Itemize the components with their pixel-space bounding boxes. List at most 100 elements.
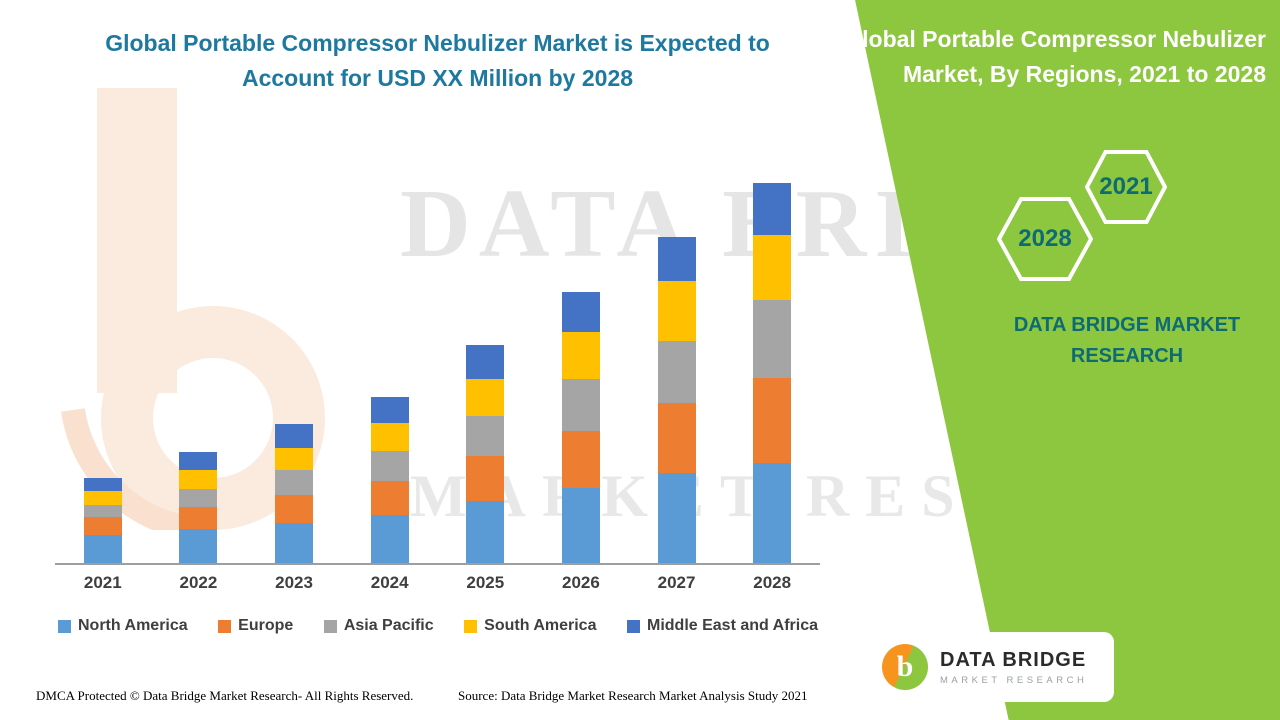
bar-column-2024 bbox=[342, 183, 438, 563]
bar-segment-middle-east-and-africa-2024 bbox=[370, 397, 409, 423]
bar-segment-asia-pacific-2025 bbox=[466, 416, 505, 456]
bar-segment-south-america-2024 bbox=[370, 423, 409, 451]
legend-item-asia-pacific: Asia Pacific bbox=[323, 617, 434, 635]
bar-segment-south-america-2023 bbox=[275, 448, 314, 470]
logo-brand-name: DATA BRIDGE bbox=[940, 648, 1087, 671]
bar-segment-europe-2024 bbox=[370, 481, 409, 515]
bar-column-2026 bbox=[533, 183, 629, 563]
bar-segment-north-america-2024 bbox=[370, 515, 409, 563]
legend-swatch-icon bbox=[464, 619, 478, 633]
bar-column-2023 bbox=[246, 183, 342, 563]
x-axis-label-2024: 2024 bbox=[370, 573, 409, 592]
legend: North America Europe Asia Pacific South Ame… bbox=[58, 617, 818, 635]
bar-stack-2026 bbox=[561, 292, 600, 563]
bar-segment-north-america-2023 bbox=[275, 523, 314, 563]
bar-segment-middle-east-and-africa-2026 bbox=[561, 292, 600, 332]
plot-area bbox=[55, 183, 820, 565]
bar-stack-2021 bbox=[83, 478, 122, 563]
bar-segment-north-america-2027 bbox=[657, 473, 696, 563]
bar-stack-2028 bbox=[753, 183, 792, 563]
x-axis-label-2027: 2027 bbox=[657, 573, 696, 592]
logo-text-block: DATA BRIDGE MARKET RESEARCH bbox=[940, 649, 1087, 686]
bar-segment-asia-pacific-2027 bbox=[657, 341, 696, 403]
bar-segment-europe-2028 bbox=[753, 378, 792, 463]
logo-card: b DATA BRIDGE MARKET RESEARCH bbox=[868, 632, 1114, 702]
bar-column-2021 bbox=[55, 183, 151, 563]
data-bridge-logo-icon: b bbox=[882, 644, 928, 690]
bar-stack-2025 bbox=[466, 345, 505, 563]
x-axis-label-2021: 2021 bbox=[83, 573, 122, 592]
hexagon-2028-label: 2028 bbox=[1018, 225, 1072, 252]
legend-label: Middle East and Africa bbox=[647, 617, 818, 634]
x-axis-label-2025: 2025 bbox=[466, 573, 505, 592]
bar-segment-europe-2022 bbox=[179, 507, 218, 529]
bar-column-2027 bbox=[629, 183, 725, 563]
bar-segment-north-america-2022 bbox=[179, 529, 218, 563]
bar-stack-2024 bbox=[370, 397, 409, 563]
side-panel-title: Global Portable Compressor Nebulizer Mar… bbox=[844, 26, 1266, 87]
bar-segment-asia-pacific-2026 bbox=[561, 379, 600, 431]
bar-stack-2023 bbox=[275, 424, 314, 563]
bar-segment-middle-east-and-africa-2028 bbox=[753, 183, 792, 235]
legend-item-middle-east-and-africa: Middle East and Africa bbox=[627, 617, 818, 635]
bar-column-2028 bbox=[724, 183, 820, 563]
bar-segment-north-america-2021 bbox=[83, 535, 122, 563]
bar-segment-asia-pacific-2022 bbox=[179, 489, 218, 507]
source-note: Source: Data Bridge Market Research Mark… bbox=[458, 688, 808, 703]
legend-item-south-america: South America bbox=[464, 617, 596, 635]
x-axis-label-2023: 2023 bbox=[275, 573, 313, 592]
legend-label: South America bbox=[484, 617, 597, 634]
bar-segment-south-america-2027 bbox=[657, 281, 696, 341]
bar-segment-asia-pacific-2028 bbox=[753, 300, 792, 378]
bar-segment-middle-east-and-africa-2021 bbox=[83, 478, 122, 491]
legend-label: Europe bbox=[238, 617, 294, 634]
bar-segment-north-america-2028 bbox=[753, 463, 792, 563]
bar-segment-europe-2021 bbox=[83, 517, 122, 535]
bar-segment-asia-pacific-2024 bbox=[370, 451, 409, 481]
bar-segment-north-america-2026 bbox=[561, 488, 600, 563]
bar-segment-south-america-2026 bbox=[561, 332, 600, 379]
brand-text: DATA BRIDGE MARKET RESEARCH bbox=[1013, 314, 1241, 367]
bar-segment-north-america-2025 bbox=[466, 501, 505, 563]
chart-title-line2: Account for USD XX Million by 2028 bbox=[241, 64, 634, 91]
legend-swatch-icon bbox=[58, 619, 71, 633]
legend-label: North America bbox=[78, 617, 188, 634]
bar-segment-asia-pacific-2023 bbox=[275, 470, 314, 495]
hexagon-2021: 2021 bbox=[1085, 150, 1167, 224]
dmca-notice: DMCA Protected © Data Bridge Market Rese… bbox=[36, 688, 414, 703]
bar-column-2025 bbox=[438, 183, 534, 563]
hexagon-2028: 2028 bbox=[997, 197, 1093, 281]
bar-segment-middle-east-and-africa-2025 bbox=[466, 345, 505, 379]
bar-segment-south-america-2021 bbox=[83, 491, 122, 505]
legend-swatch-icon bbox=[627, 619, 640, 633]
bar-column-2022 bbox=[151, 183, 247, 563]
bar-segment-europe-2026 bbox=[561, 431, 600, 488]
bar-segment-europe-2025 bbox=[466, 456, 505, 501]
bar-segment-asia-pacific-2021 bbox=[83, 505, 122, 517]
logo-sub-text: MARKET RESEARCH bbox=[940, 674, 1088, 686]
legend-item-europe: Europe bbox=[218, 617, 293, 635]
legend-item-north-america: North America bbox=[58, 617, 188, 635]
x-axis-labels: 2021 2022 2023 2024 2025 2026 2027 2028 bbox=[55, 573, 820, 593]
bar-segment-south-america-2022 bbox=[179, 470, 218, 489]
bar-segment-europe-2027 bbox=[657, 403, 696, 473]
bar-stack-2027 bbox=[657, 237, 696, 563]
chart-title: Global Portable Compressor Nebulizer Mar… bbox=[105, 26, 770, 95]
legend-label: Asia Pacific bbox=[343, 617, 434, 634]
bar-segment-middle-east-and-africa-2027 bbox=[657, 237, 696, 281]
legend-swatch-icon bbox=[218, 619, 232, 633]
chart-title-line1: Global Portable Compressor Nebulizer Mar… bbox=[105, 30, 770, 56]
bar-segment-middle-east-and-africa-2023 bbox=[275, 424, 314, 448]
bar-stack-2022 bbox=[179, 452, 218, 563]
bar-segment-south-america-2025 bbox=[466, 379, 505, 416]
bar-segment-south-america-2028 bbox=[753, 235, 792, 300]
hexagon-2021-label: 2021 bbox=[1099, 173, 1153, 200]
x-axis-label-2022: 2022 bbox=[179, 573, 218, 592]
x-axis-label-2026: 2026 bbox=[562, 573, 600, 592]
bar-segment-middle-east-and-africa-2022 bbox=[179, 452, 218, 470]
legend-swatch-icon bbox=[323, 619, 337, 633]
x-axis-label-2028: 2028 bbox=[753, 573, 792, 592]
bar-segment-europe-2023 bbox=[275, 495, 314, 523]
logo-letter: b bbox=[896, 650, 914, 683]
